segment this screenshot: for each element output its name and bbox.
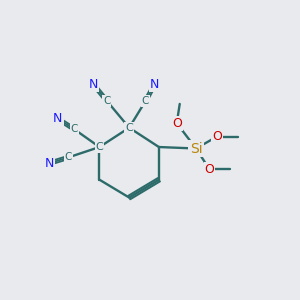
Text: C: C: [125, 123, 133, 133]
Text: C: C: [70, 124, 78, 134]
Text: N: N: [44, 157, 54, 170]
Text: Si: Si: [190, 142, 203, 155]
Text: C: C: [103, 96, 111, 106]
Text: C: C: [64, 152, 72, 162]
Text: N: N: [53, 112, 62, 125]
Text: O: O: [205, 163, 214, 176]
Text: O: O: [172, 117, 182, 130]
Text: C: C: [142, 96, 149, 106]
Text: N: N: [150, 78, 159, 91]
Text: C: C: [96, 142, 103, 152]
Text: N: N: [89, 78, 98, 91]
Text: O: O: [212, 130, 222, 143]
